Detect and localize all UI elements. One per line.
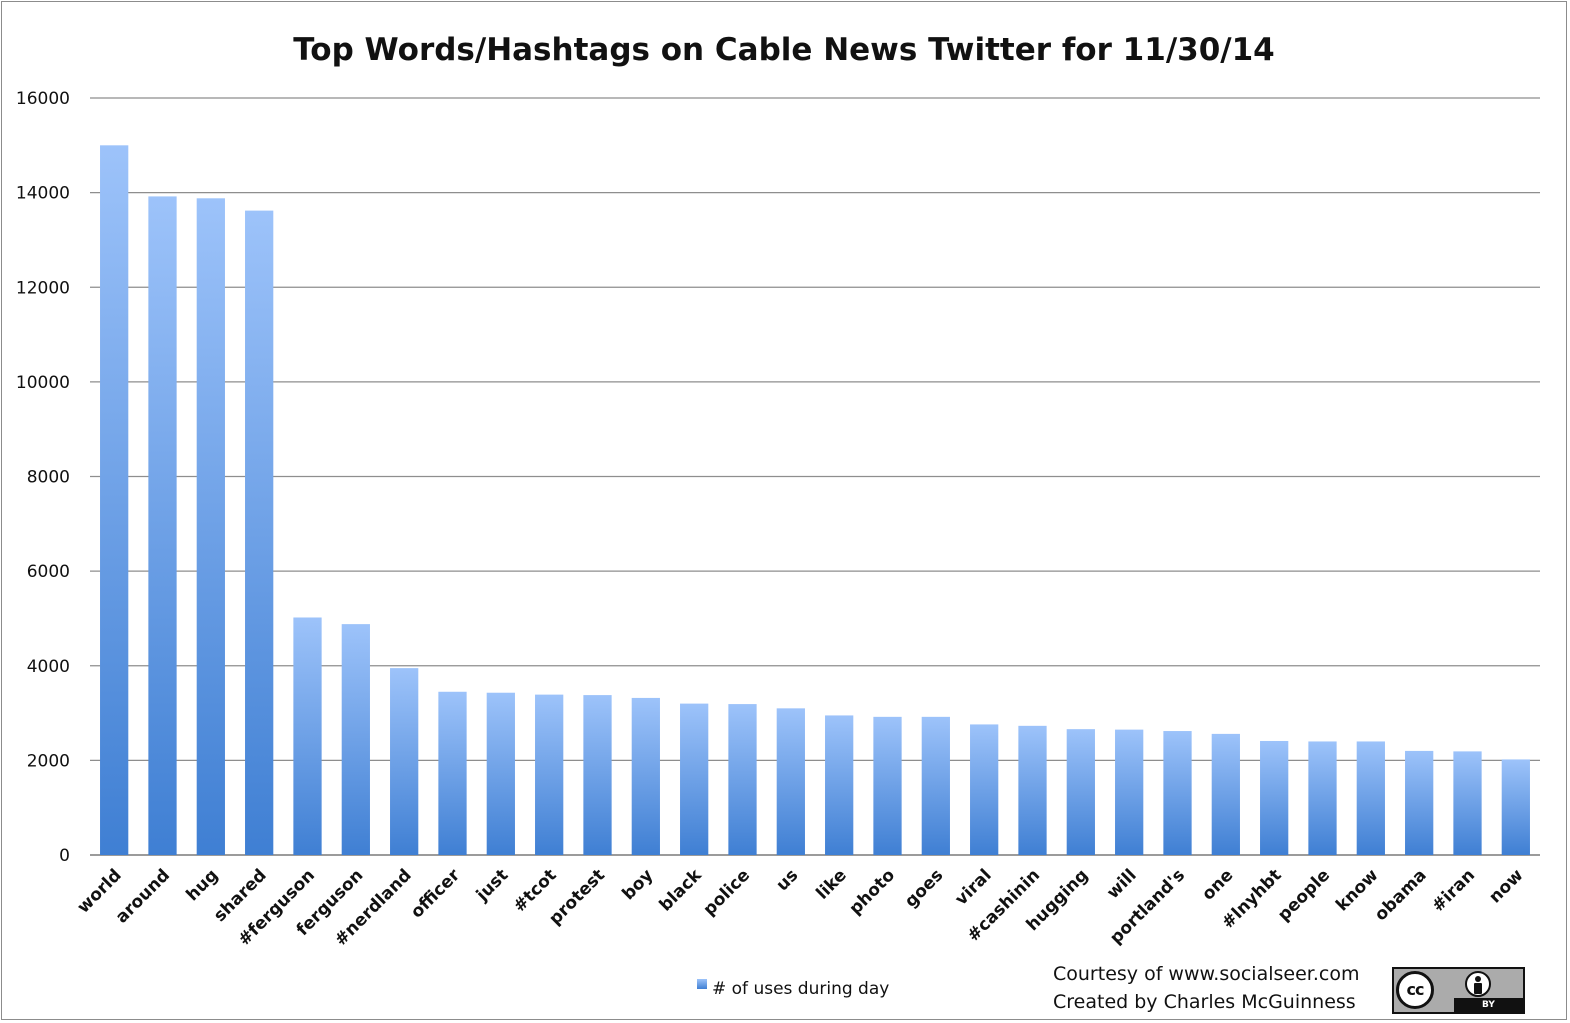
bar-people	[1308, 741, 1337, 855]
bar-ferguson	[293, 617, 322, 855]
bar-now	[1501, 759, 1530, 855]
y-tick-label: 10000	[16, 373, 70, 393]
bar-boy	[631, 697, 660, 855]
y-tick-label: 4000	[27, 657, 70, 677]
bar-around	[148, 196, 177, 855]
bar-ferguson	[341, 624, 370, 855]
creative-commons-by-icon: cc BY	[1392, 967, 1525, 1014]
legend: # of uses during day	[697, 979, 889, 999]
x-tick-label: now	[1485, 865, 1527, 907]
bar-lnyhbt	[1260, 740, 1289, 855]
y-tick-label: 8000	[27, 468, 70, 488]
bar-shared	[245, 210, 274, 855]
y-tick-label: 12000	[16, 278, 70, 298]
y-tick-label: 14000	[16, 184, 70, 204]
x-tick-label: viral	[951, 865, 995, 909]
x-tick-label: like	[812, 865, 850, 903]
bar-us	[776, 708, 805, 855]
bar-iran	[1453, 751, 1482, 855]
legend-label: # of uses during day	[712, 979, 889, 999]
bar-obama	[1405, 750, 1434, 855]
bar-viral	[970, 724, 999, 855]
x-tick-label: #iran	[1428, 865, 1479, 916]
bar-world	[100, 145, 129, 855]
bar-goes	[921, 716, 950, 855]
x-tick-label: photo	[845, 865, 899, 919]
y-axis-ticks: 0 2000 4000 6000 8000 10000 12000 14000 16000	[16, 89, 70, 866]
x-tick-label: obama	[1371, 865, 1431, 925]
bar-know	[1356, 741, 1385, 855]
bar-will	[1115, 729, 1144, 855]
bar-tcot	[535, 694, 564, 855]
bar-like	[825, 715, 854, 855]
y-tick-label: 16000	[16, 89, 70, 109]
x-tick-label: around	[112, 865, 174, 927]
x-tick-label: people	[1274, 865, 1334, 925]
x-tick-label: just	[472, 865, 512, 905]
x-tick-label: hug	[183, 865, 223, 905]
y-tick-label: 6000	[27, 562, 70, 582]
chart-title: Top Words/Hashtags on Cable News Twitter…	[293, 32, 1275, 68]
courtesy-text: Courtesy of www.socialseer.com	[1053, 963, 1360, 985]
by-label: BY	[1482, 1000, 1495, 1010]
x-tick-label: police	[700, 865, 755, 920]
bar-one	[1211, 733, 1240, 855]
grid-lines	[90, 97, 1540, 856]
y-tick-label: 0	[59, 846, 70, 866]
bar-nerdland	[390, 668, 419, 855]
bar-police	[728, 704, 757, 855]
attribution-person-icon	[1465, 971, 1491, 997]
bar-photo	[873, 716, 902, 855]
x-tick-label: one	[1198, 865, 1237, 904]
bar-protest	[583, 695, 612, 855]
x-tick-label: officer	[407, 865, 464, 922]
cc-circle-icon: cc	[1396, 971, 1434, 1009]
y-tick-label: 2000	[27, 751, 70, 771]
x-tick-label: boy	[619, 865, 658, 904]
bar-just	[486, 692, 515, 855]
x-tick-label: us	[773, 865, 803, 895]
x-tick-label: will	[1103, 865, 1141, 903]
bar-hug	[196, 198, 225, 856]
bar-black	[680, 703, 709, 855]
created-by-text: Created by Charles McGuinness	[1053, 991, 1356, 1013]
bars	[100, 145, 1530, 856]
legend-swatch	[697, 979, 707, 989]
bar-officer	[438, 691, 467, 855]
bar-cashinin	[1018, 725, 1047, 855]
x-tick-label: goes	[901, 865, 947, 911]
x-tick-label: black	[656, 865, 707, 916]
bar-portlands	[1163, 731, 1192, 855]
bar-hugging	[1066, 729, 1095, 855]
